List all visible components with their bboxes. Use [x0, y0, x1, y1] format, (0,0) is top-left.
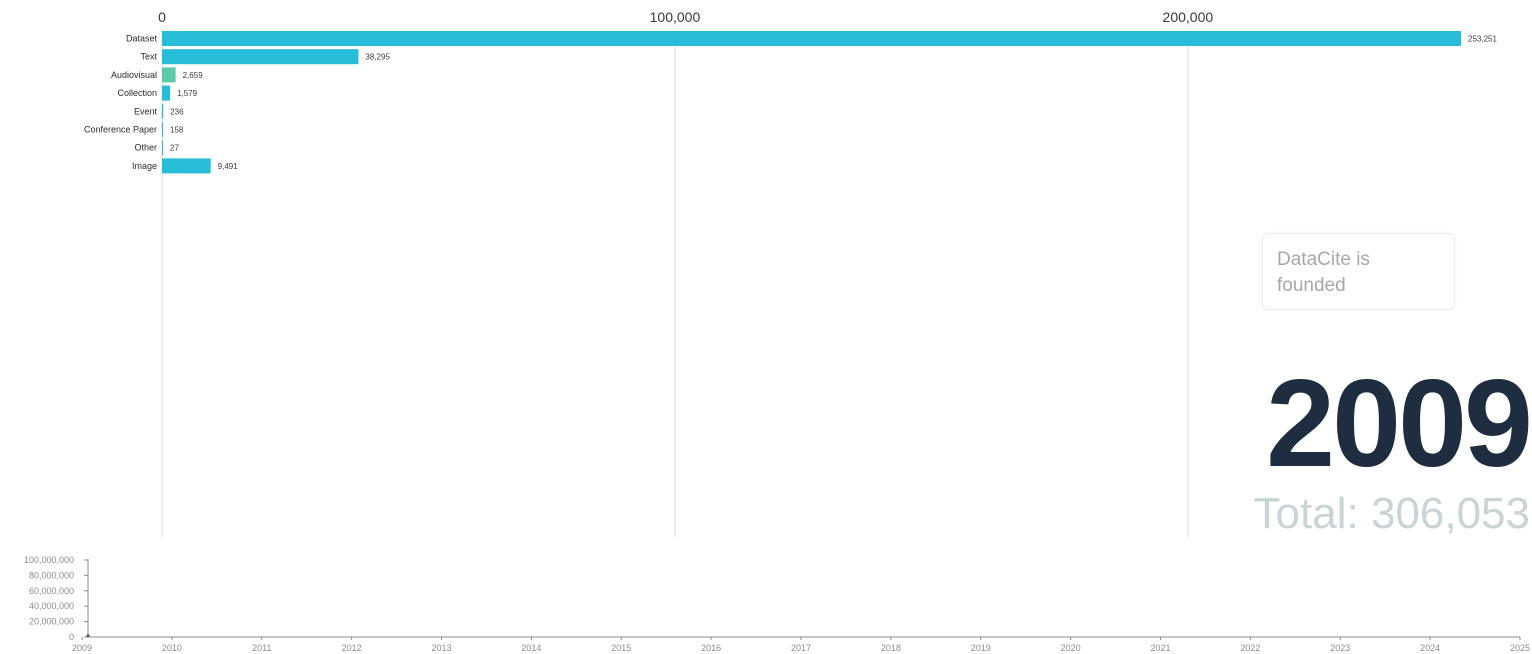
year-display: 2009	[1266, 355, 1532, 493]
bar	[162, 103, 164, 119]
x-tick-label: 2021	[1150, 643, 1170, 653]
x-tick-label: 2022	[1240, 643, 1260, 653]
x-tick-label: 0	[158, 9, 166, 25]
x-tick-label: 2017	[791, 643, 811, 653]
x-tick-label: 100,000	[650, 9, 701, 25]
bar	[162, 122, 163, 137]
category-label: Other	[134, 143, 157, 153]
x-tick-label: 2023	[1330, 643, 1350, 653]
x-tick-label: 2012	[342, 643, 362, 653]
y-tick-label: 40,000,000	[29, 601, 74, 611]
value-label: 2,659	[183, 71, 204, 80]
timeline-point	[86, 634, 90, 638]
x-tick-label: 2014	[521, 643, 541, 653]
bar	[162, 85, 171, 101]
category-label: Audiovisual	[111, 70, 157, 80]
category-label: Collection	[117, 88, 157, 98]
x-tick-label: 2025	[1510, 643, 1530, 653]
x-tick-label: 2009	[72, 643, 92, 653]
category-label: Conference Paper	[84, 125, 157, 135]
category-label: Text	[140, 52, 157, 62]
x-tick-label: 2016	[701, 643, 721, 653]
bar	[162, 49, 359, 65]
value-label: 9,491	[218, 162, 239, 171]
annotation-box: DataCite is founded	[1262, 233, 1455, 310]
y-tick-label: 0	[69, 632, 74, 642]
value-label: 27	[170, 144, 179, 153]
x-tick-label: 200,000	[1163, 9, 1214, 25]
category-label: Image	[132, 161, 157, 171]
bar	[162, 31, 1461, 46]
timeline-chart: 100,000,000 80,000,000 60,000,000 40,000,00…	[24, 555, 1530, 653]
x-tick-label: 2019	[971, 643, 991, 653]
y-tick-label: 80,000,000	[29, 570, 74, 580]
x-tick-label: 2010	[162, 643, 182, 653]
total-display: Total: 306,053	[1253, 489, 1530, 538]
x-tick-label: 2024	[1420, 643, 1440, 653]
category-label: Event	[134, 106, 158, 116]
value-label: 158	[170, 126, 184, 135]
value-label: 236	[170, 107, 184, 116]
x-tick-label: 2020	[1061, 643, 1081, 653]
category-label: Dataset	[126, 34, 158, 44]
x-tick-label: 2013	[431, 643, 451, 653]
y-tick-label: 100,000,000	[24, 555, 74, 565]
x-tick-label: 2011	[252, 643, 271, 653]
bar	[162, 67, 176, 83]
bar	[162, 158, 211, 174]
annotation-text: DataCite is founded	[1277, 249, 1370, 296]
x-tick-label: 2018	[881, 643, 901, 653]
value-label: 253,251	[1468, 35, 1497, 44]
bar-chart: 0 100,000 200,000 Dataset 253,251 Text 38,295 A…	[84, 9, 1497, 537]
x-tick-label: 2015	[611, 643, 631, 653]
bar	[162, 140, 163, 156]
y-tick-label: 60,000,000	[29, 586, 74, 596]
value-label: 1,579	[177, 89, 198, 98]
y-tick-label: 20,000,000	[29, 617, 74, 627]
value-label: 38,295	[365, 53, 390, 62]
